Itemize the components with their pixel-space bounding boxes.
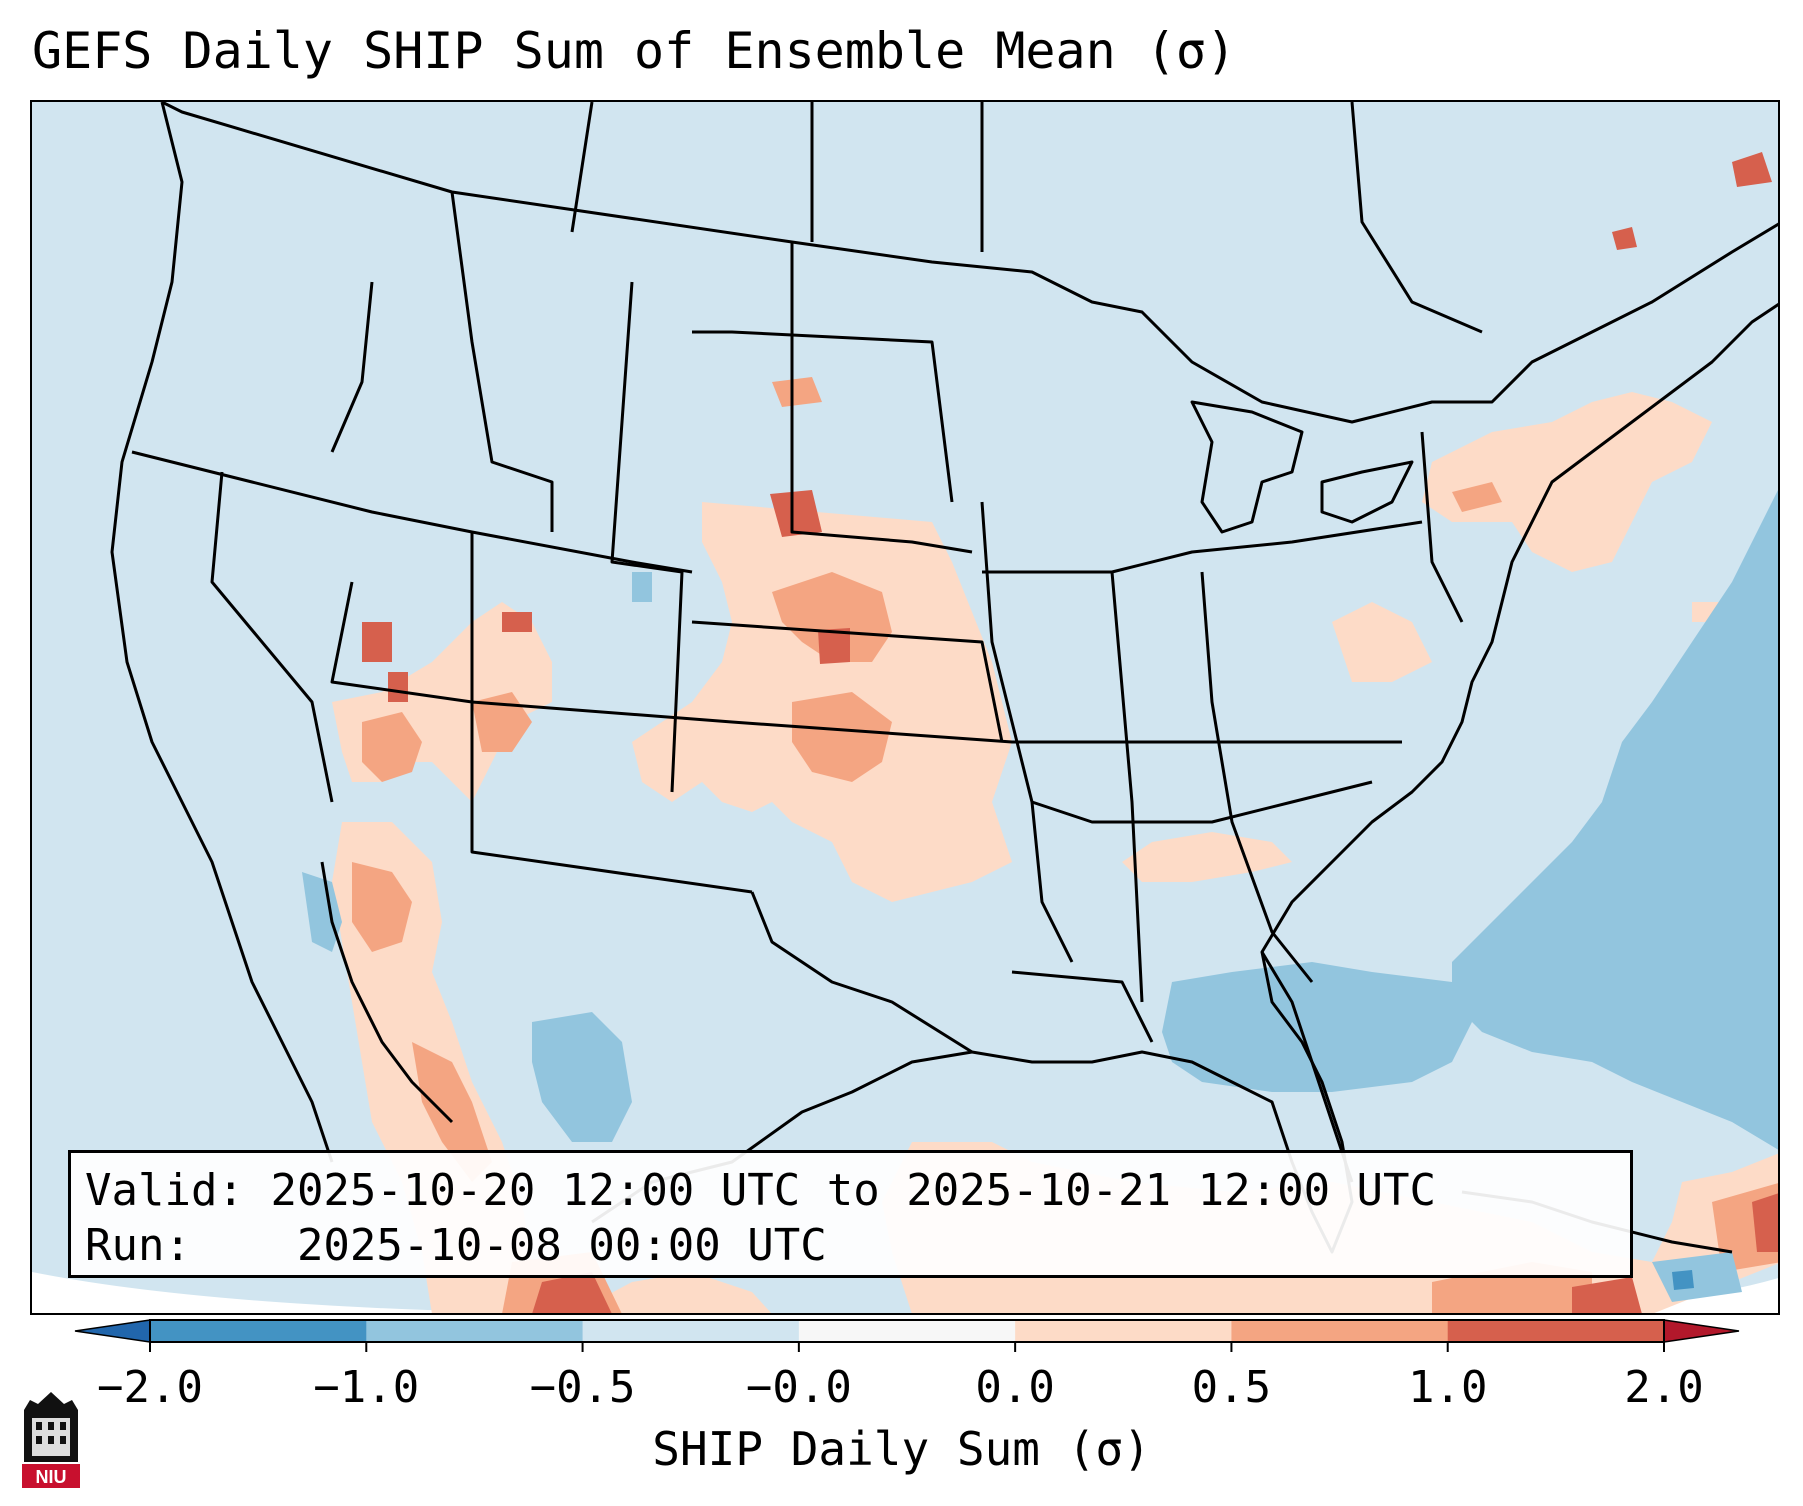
canada-us-border xyxy=(161,102,1778,424)
state-line-8 xyxy=(790,242,973,554)
colorbar-label: SHIP Daily Sum (σ) xyxy=(652,1422,1151,1476)
valid-time-range: 2025-10-20 12:00 UTC to 2025-10-21 12:00… xyxy=(270,1165,1437,1216)
colorbar-segment xyxy=(366,1320,584,1342)
state-line-6 xyxy=(691,620,1004,743)
state-line-16 xyxy=(450,191,554,532)
state-line-15 xyxy=(330,281,374,453)
colorbar-segment xyxy=(1231,1320,1449,1342)
colorbar-segment xyxy=(798,1320,1016,1342)
colorbar-segment xyxy=(150,1320,367,1342)
colorbar-segment xyxy=(1447,1320,1665,1342)
valid-label: Valid: xyxy=(85,1165,244,1216)
state-line-11 xyxy=(1200,571,1314,983)
state-line-13 xyxy=(1031,780,1373,824)
great-lakes-1 xyxy=(1190,400,1304,534)
great-lakes-2 xyxy=(1320,460,1414,524)
state-line-14 xyxy=(1011,970,1154,1043)
map-canvas xyxy=(32,102,1778,1313)
state-line-12 xyxy=(1420,431,1464,623)
colorbar-tick-label: −0.5 xyxy=(530,1362,636,1413)
run-time: 2025-10-08 00:00 UTC xyxy=(296,1220,827,1271)
anomaly-negative xyxy=(302,490,1778,1302)
colorbar-extend-low xyxy=(74,1319,151,1343)
west-coast xyxy=(110,102,334,1163)
state-line-2 xyxy=(210,471,334,803)
anomaly-strong-positive xyxy=(362,152,1778,1313)
state-line-3 xyxy=(330,581,1402,744)
anomaly-strong-negative xyxy=(1672,1270,1694,1290)
state-line-22 xyxy=(1350,102,1483,334)
colorbar-tick-label: 1.0 xyxy=(1408,1362,1487,1413)
colorbar-frame xyxy=(149,1319,1665,1343)
colorbar-segment xyxy=(582,1320,800,1342)
baja-coast xyxy=(320,861,454,1124)
niu-logo: NIU xyxy=(22,1392,80,1488)
colorbar: −2.0 −1.0 −0.5 −0.0 0.0 0.5 1.0 2.0 xyxy=(74,1319,1740,1413)
colorbar-tick-label: 0.0 xyxy=(975,1362,1054,1413)
colorbar-tick-label: −1.0 xyxy=(313,1362,419,1413)
state-line-4 xyxy=(470,532,753,894)
florida xyxy=(1260,951,1354,1183)
map-title: GEFS Daily SHIP Sum of Ensemble Mean (σ) xyxy=(32,22,1237,80)
colorbar-tick-label: 2.0 xyxy=(1624,1362,1703,1413)
colorbar-extend-high xyxy=(1663,1319,1740,1343)
validity-info-box: Valid: 2025-10-20 12:00 UTC to 2025-10-2… xyxy=(68,1150,1633,1278)
run-label: Run: xyxy=(85,1220,191,1271)
state-line-5 xyxy=(610,281,684,793)
colorbar-tick-label: −0.0 xyxy=(746,1362,852,1413)
colorbar-tick-label: −2.0 xyxy=(97,1362,203,1413)
gulf-coast xyxy=(591,302,1778,1254)
state-line-9 xyxy=(982,520,1423,574)
state-line-10 xyxy=(1110,571,1144,1003)
colorbar-tick-label: 0.5 xyxy=(1192,1362,1271,1413)
logo-text: NIU xyxy=(36,1467,67,1487)
state-line-17 xyxy=(692,330,954,503)
state-line-19 xyxy=(570,102,594,233)
state-line-1 xyxy=(131,450,693,574)
map-panel xyxy=(30,100,1780,1315)
state-line-18 xyxy=(750,891,973,1054)
colorbar-segment xyxy=(1015,1320,1232,1342)
